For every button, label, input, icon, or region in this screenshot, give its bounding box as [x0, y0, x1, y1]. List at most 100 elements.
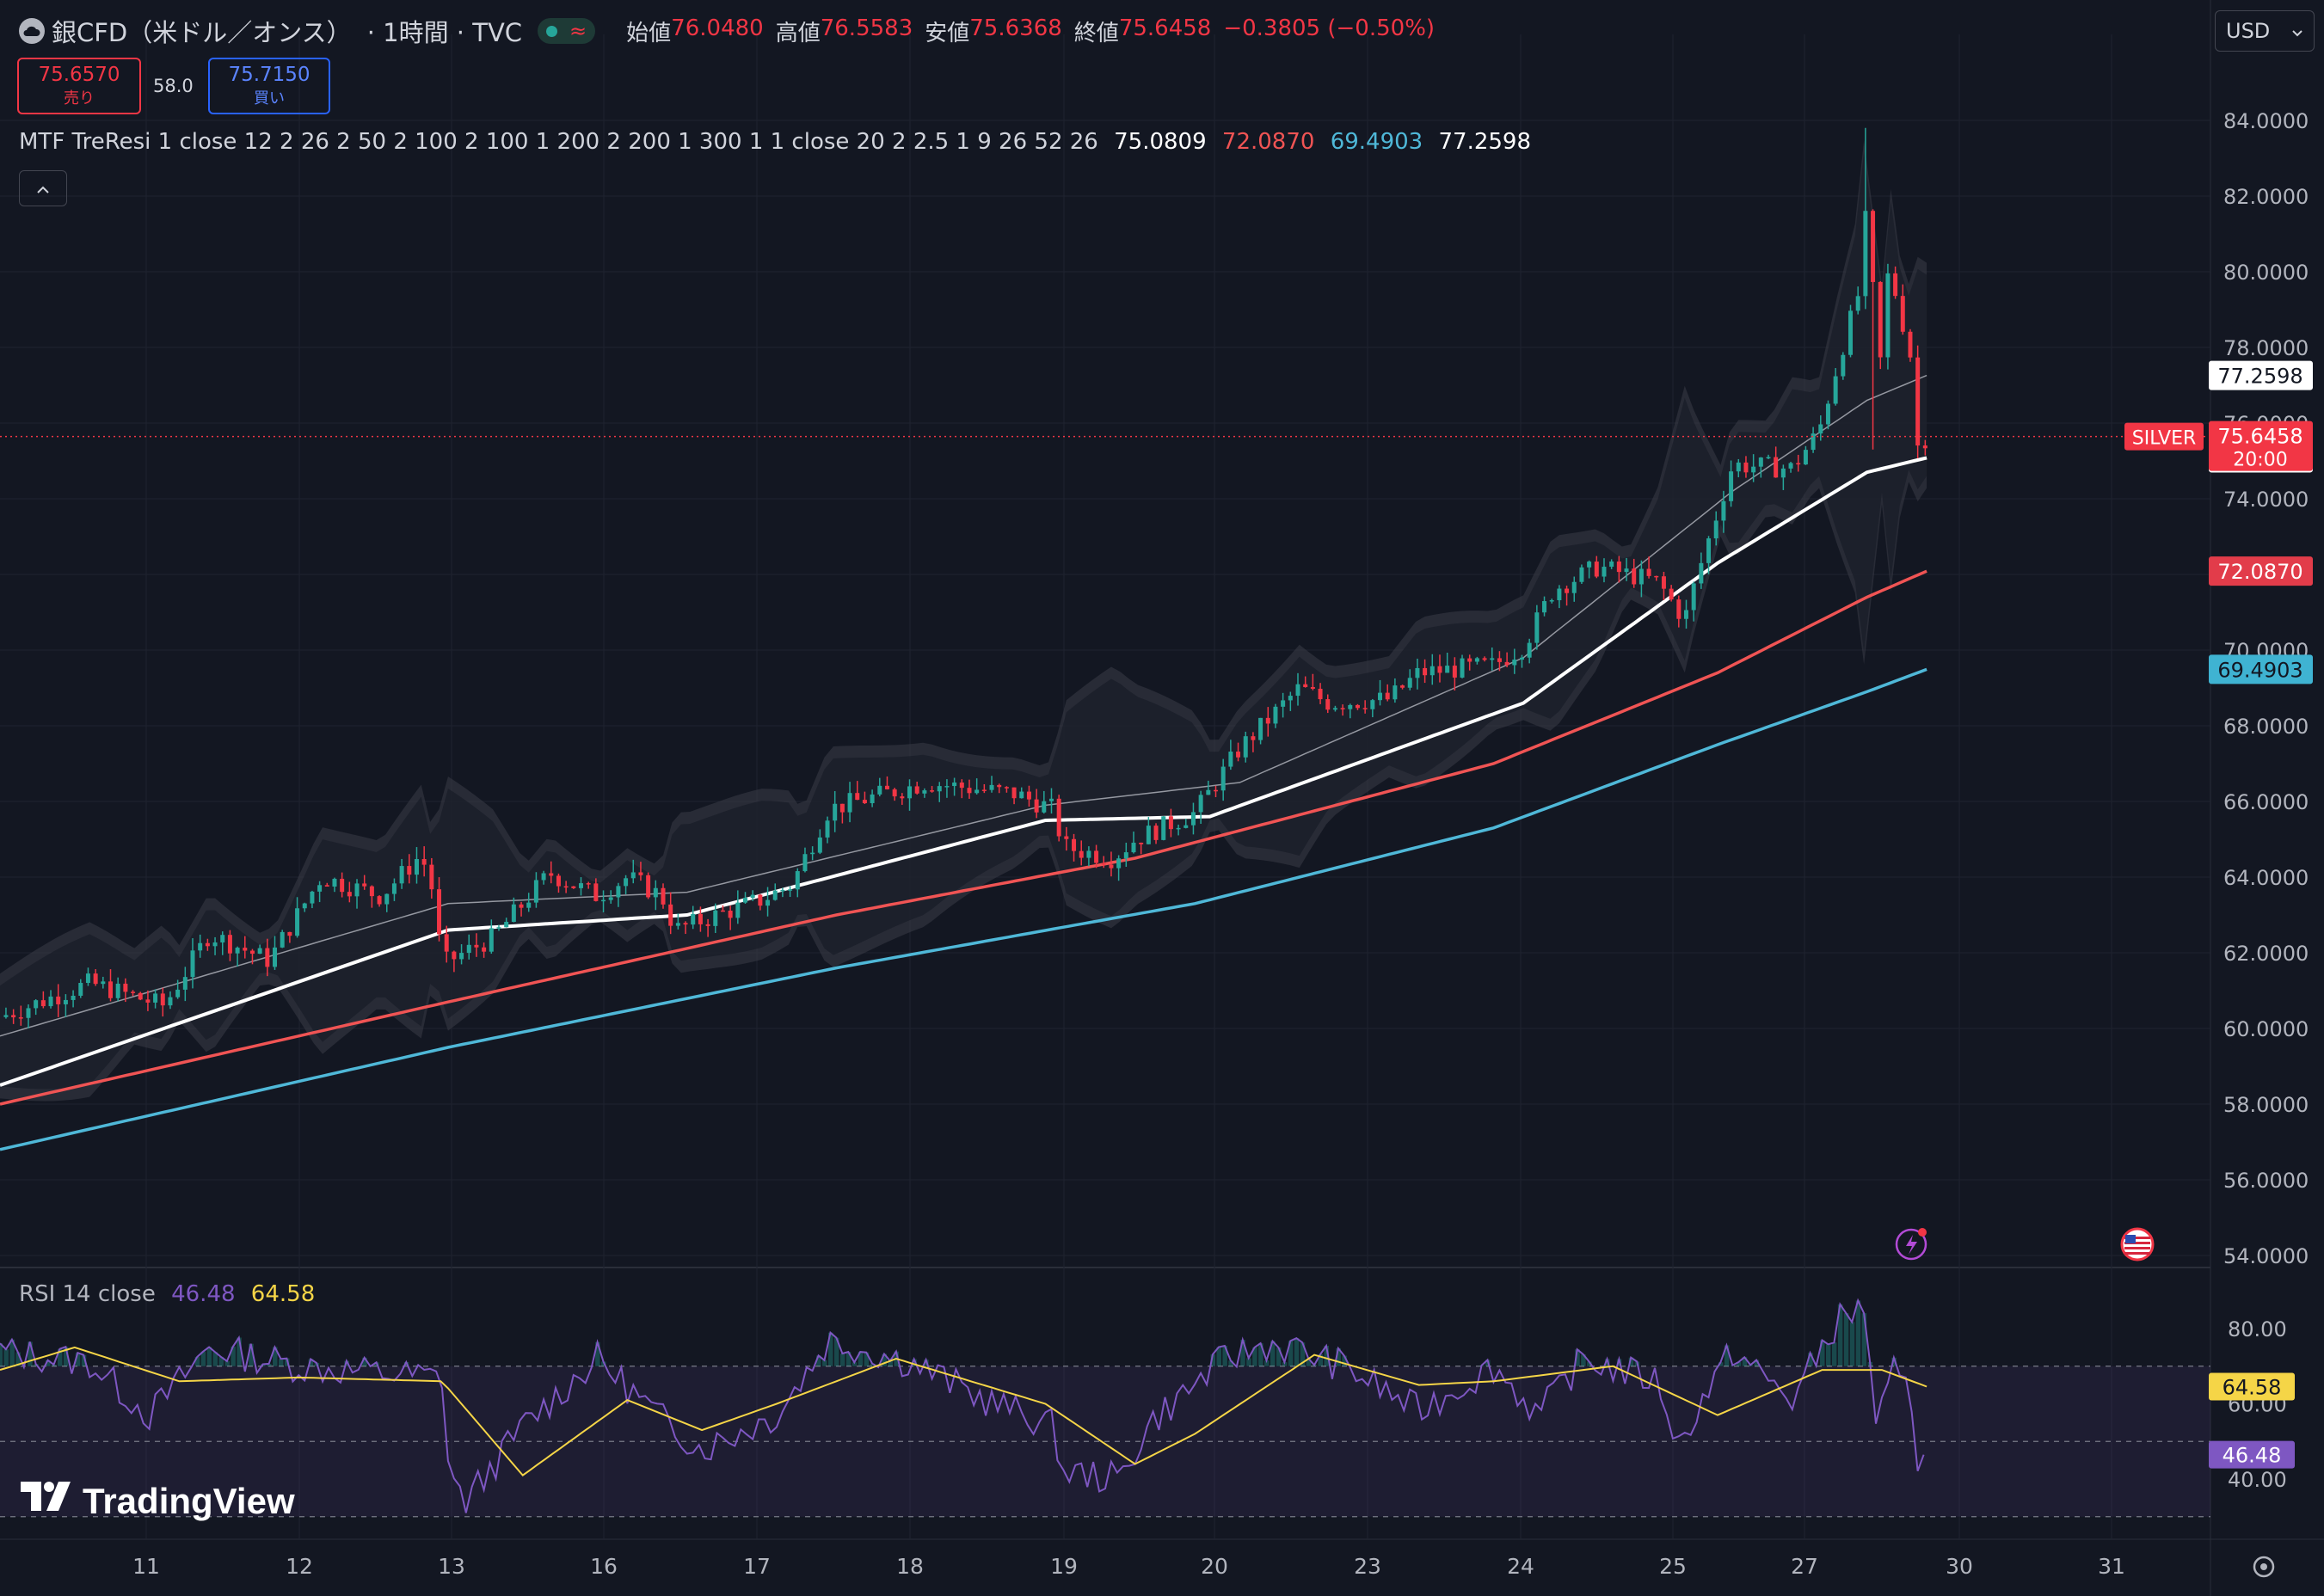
event-icons[interactable] — [1895, 1227, 2275, 1578]
candle-body[interactable] — [1527, 642, 1532, 658]
candle-body[interactable] — [93, 973, 98, 985]
candle-body[interactable] — [1915, 357, 1921, 446]
candle-body[interactable] — [212, 942, 218, 947]
candle-body[interactable] — [1310, 687, 1315, 689]
candle-body[interactable] — [683, 923, 688, 925]
us-flag-event-icon[interactable] — [2120, 1227, 2155, 1261]
candle-body[interactable] — [870, 794, 875, 804]
candle-body[interactable] — [1871, 211, 1876, 282]
candle-body[interactable] — [691, 913, 696, 925]
candle-body[interactable] — [1848, 310, 1854, 355]
candle-body[interactable] — [347, 892, 352, 897]
candle-body[interactable] — [1691, 583, 1696, 611]
candle-body[interactable] — [1236, 752, 1241, 758]
candle-body[interactable] — [997, 784, 1002, 788]
candle-body[interactable] — [496, 927, 501, 929]
candle-body[interactable] — [1519, 657, 1524, 660]
candle-body[interactable] — [1893, 273, 1898, 297]
candle-body[interactable] — [922, 790, 927, 794]
candle-body[interactable] — [1841, 354, 1846, 377]
candle-body[interactable] — [578, 883, 583, 888]
candle-body[interactable] — [123, 983, 128, 992]
candle-body[interactable] — [71, 995, 76, 1000]
candle-body[interactable] — [310, 891, 315, 904]
candle-body[interactable] — [1184, 825, 1189, 828]
candle-body[interactable] — [1056, 798, 1061, 837]
candle-body[interactable] — [1766, 457, 1771, 459]
candle-body[interactable] — [1512, 660, 1517, 666]
candle-body[interactable] — [675, 923, 680, 926]
candle-body[interactable] — [1161, 816, 1166, 840]
candle-body[interactable] — [1452, 666, 1457, 678]
candle-body[interactable] — [1833, 376, 1838, 404]
candle-body[interactable] — [26, 1008, 31, 1018]
candle-body[interactable] — [243, 948, 248, 951]
candle-body[interactable] — [1370, 700, 1375, 709]
candle-body[interactable] — [482, 947, 487, 952]
candle-body[interactable] — [1482, 658, 1487, 660]
candlestick-series[interactable] — [3, 127, 1927, 1028]
candle-body[interactable] — [1713, 520, 1718, 539]
candle-body[interactable] — [1863, 211, 1868, 297]
candle-body[interactable] — [1094, 850, 1099, 863]
candle-body[interactable] — [190, 950, 195, 978]
lightning-event-icon[interactable] — [1895, 1228, 1927, 1261]
candle-body[interactable] — [1490, 658, 1495, 660]
candle-body[interactable] — [914, 786, 919, 794]
candle-body[interactable] — [571, 886, 576, 888]
candle-body[interactable] — [743, 898, 748, 903]
candle-body[interactable] — [616, 886, 621, 898]
candle-body[interactable] — [235, 948, 240, 954]
candle-body[interactable] — [1460, 658, 1465, 678]
candle-body[interactable] — [108, 981, 113, 998]
candle-body[interactable] — [391, 883, 397, 894]
candle-body[interactable] — [1109, 864, 1114, 869]
candle-body[interactable] — [1587, 562, 1592, 568]
candle-body[interactable] — [1258, 717, 1263, 740]
symbol-title[interactable]: 銀CFD（米ドル／オンス） — [52, 18, 352, 47]
candle-body[interactable] — [131, 991, 136, 993]
candle-body[interactable] — [698, 913, 703, 924]
candle-body[interactable] — [511, 904, 516, 923]
candle-body[interactable] — [421, 859, 427, 865]
candle-body[interactable] — [892, 789, 897, 797]
candle-body[interactable] — [1139, 842, 1144, 844]
candle-body[interactable] — [533, 880, 538, 903]
currency-selector[interactable]: USD — [2215, 10, 2315, 52]
candle-body[interactable] — [735, 902, 741, 918]
candle-body[interactable] — [1048, 798, 1054, 801]
candle-body[interactable] — [1265, 717, 1270, 724]
candle-body[interactable] — [1624, 568, 1629, 573]
candle-body[interactable] — [549, 873, 554, 876]
candle-body[interactable] — [810, 852, 815, 855]
candle-body[interactable] — [1042, 801, 1047, 813]
candle-body[interactable] — [1176, 827, 1181, 830]
candle-body[interactable] — [833, 803, 838, 821]
candle-body[interactable] — [788, 889, 793, 891]
candle-body[interactable] — [974, 789, 980, 794]
candle-body[interactable] — [1251, 736, 1256, 740]
candle-body[interactable] — [369, 886, 374, 897]
candle-body[interactable] — [630, 872, 636, 879]
candle-body[interactable] — [967, 788, 972, 794]
candle-body[interactable] — [324, 885, 329, 887]
candle-body[interactable] — [1565, 588, 1570, 593]
candle-body[interactable] — [1683, 610, 1688, 619]
candle-body[interactable] — [227, 935, 232, 954]
candle-body[interactable] — [1423, 667, 1428, 676]
candle-body[interactable] — [526, 902, 532, 908]
candle-body[interactable] — [624, 878, 629, 887]
candle-body[interactable] — [1034, 799, 1039, 813]
candle-body[interactable] — [1393, 685, 1398, 700]
candle-body[interactable] — [1072, 838, 1077, 851]
candle-body[interactable] — [474, 944, 479, 948]
rsi-line[interactable] — [0, 1298, 1925, 1513]
candle-body[interactable] — [1385, 692, 1390, 700]
candle-body[interactable] — [1654, 575, 1659, 578]
candle-body[interactable] — [3, 1015, 9, 1017]
candle-body[interactable] — [1146, 826, 1151, 844]
candle-body[interactable] — [1004, 787, 1009, 789]
candle-body[interactable] — [399, 866, 404, 884]
candle-body[interactable] — [1818, 424, 1823, 434]
candle-body[interactable] — [1751, 466, 1756, 473]
